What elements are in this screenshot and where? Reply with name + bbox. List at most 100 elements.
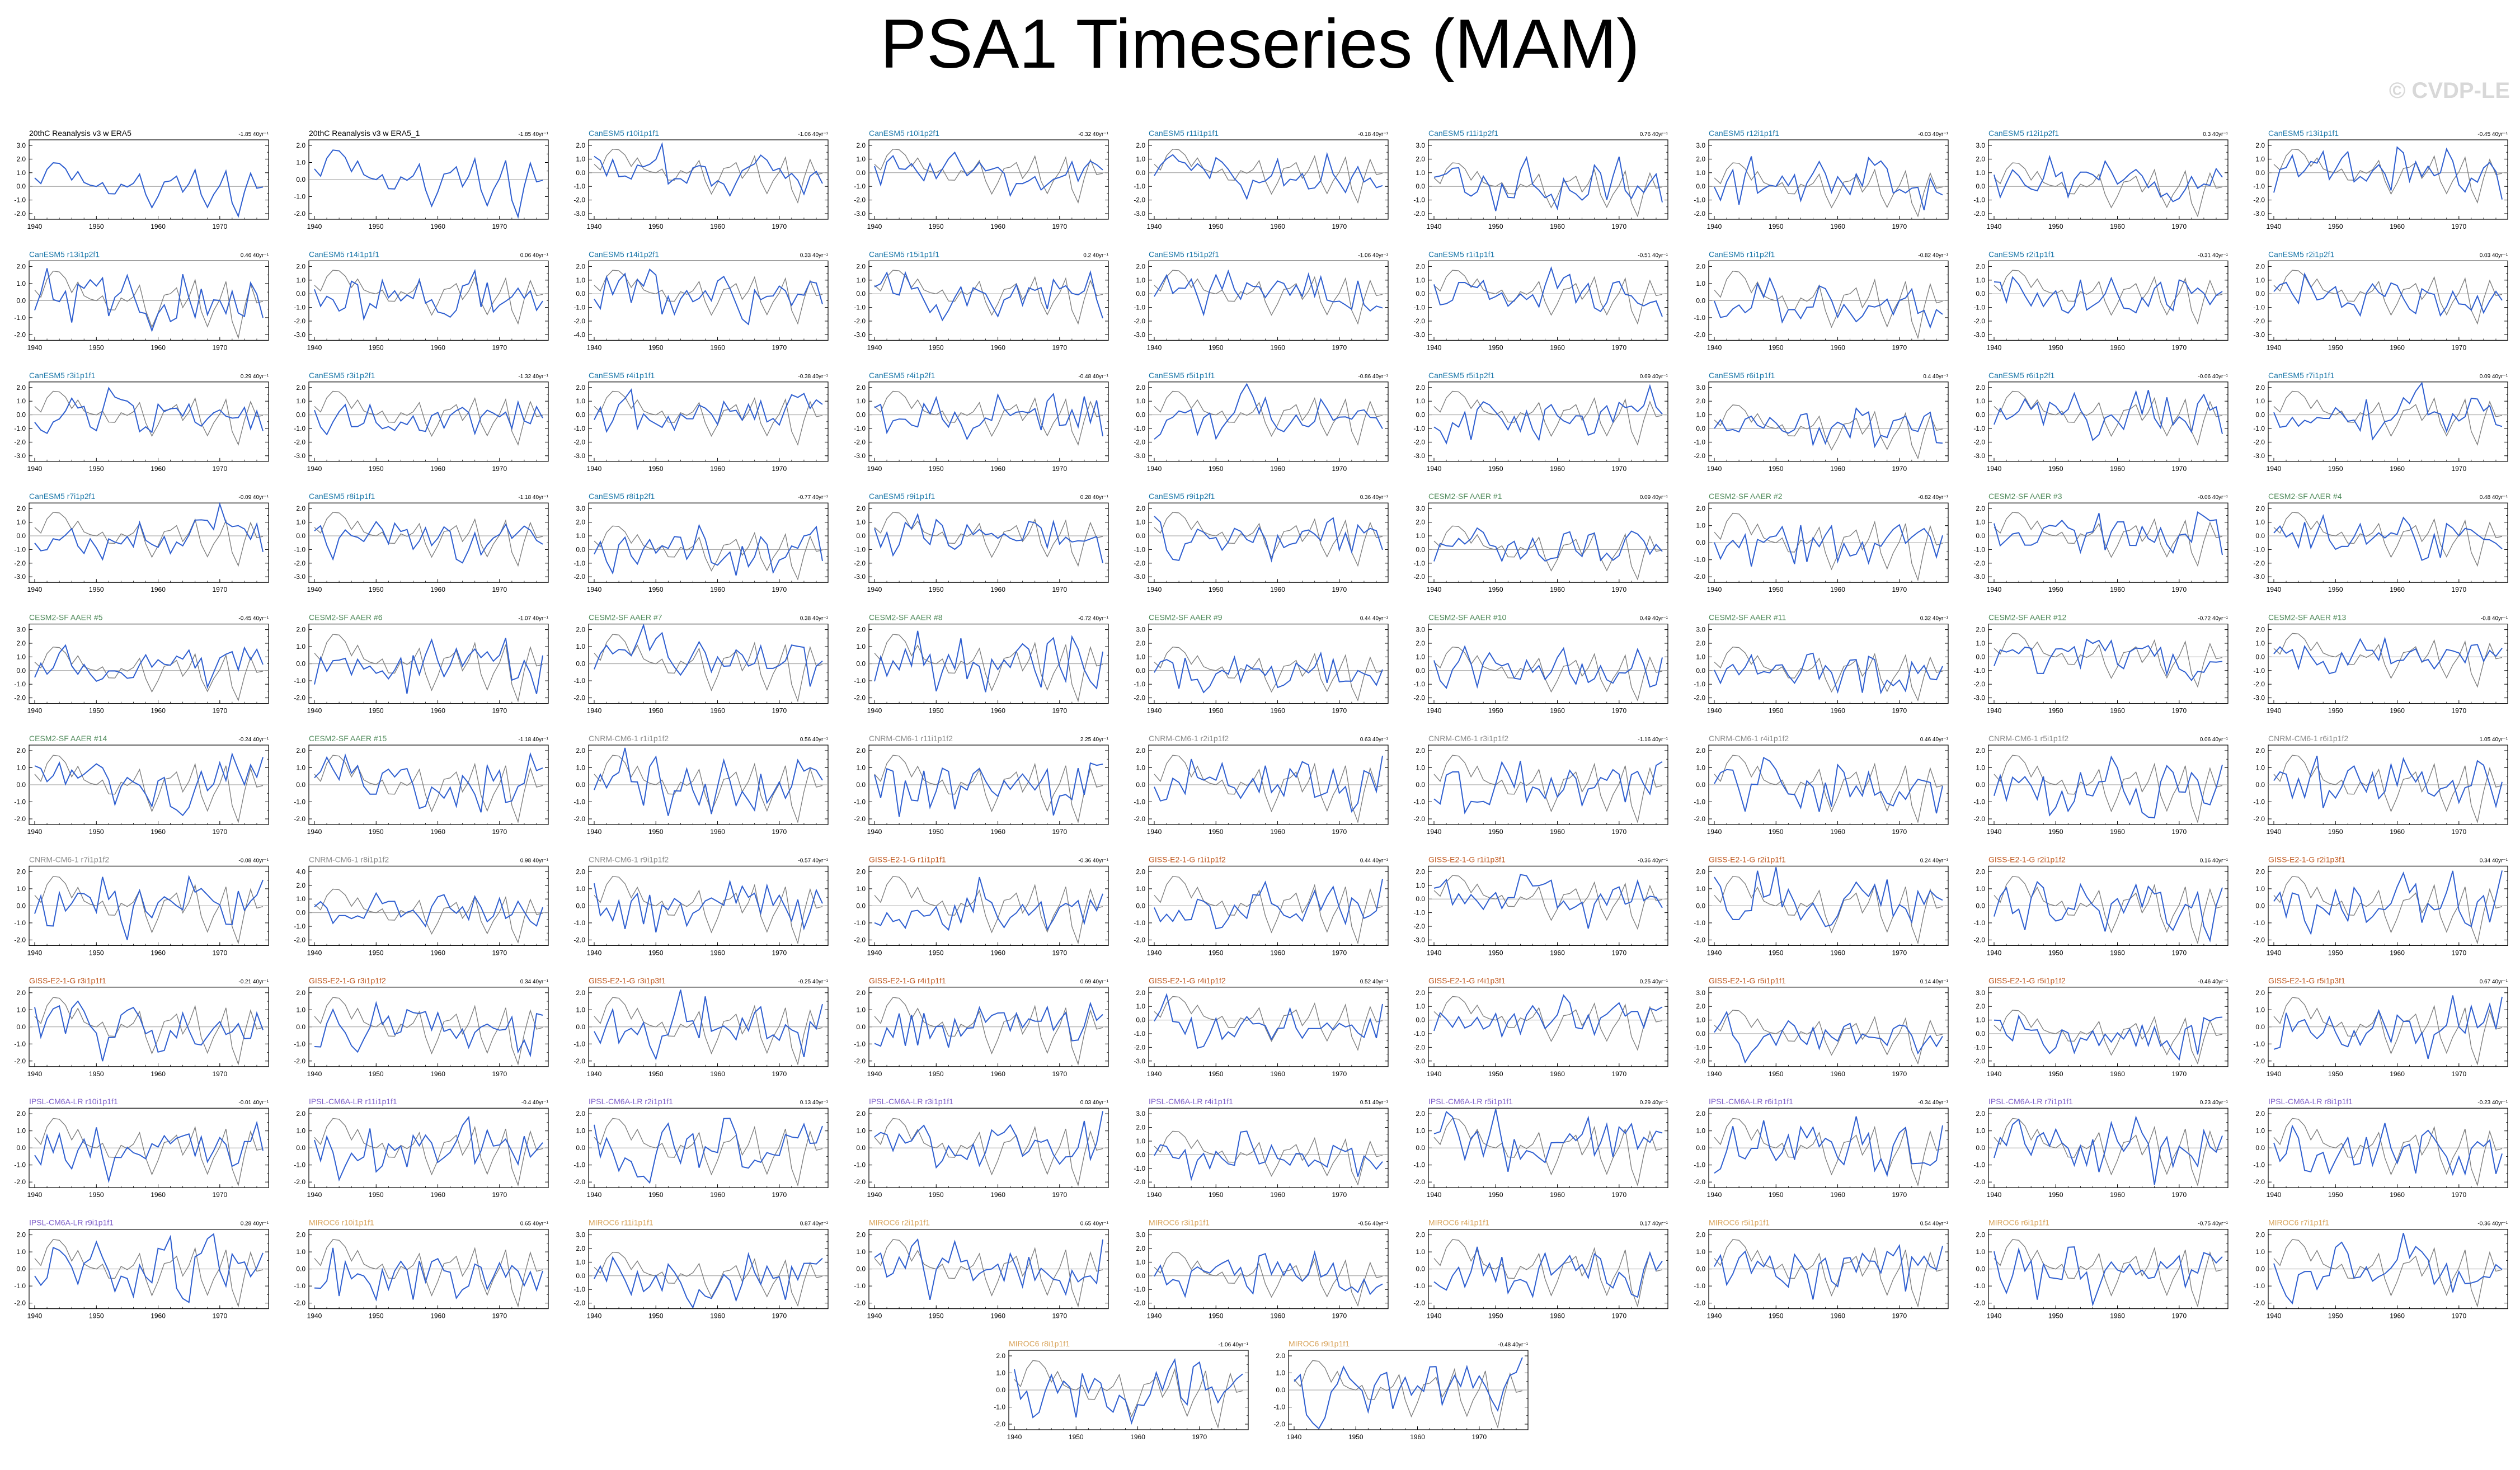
y-tick-label: 0.0: [1976, 411, 1985, 419]
x-tick-label: 1960: [990, 1191, 1005, 1199]
x-tick-label: 1960: [1270, 586, 1285, 593]
y-tick-label: 2.0: [576, 519, 585, 526]
y-tick-label: 2.0: [576, 868, 585, 875]
reference-series-line: [2273, 512, 2503, 567]
y-tick-label: -1.0: [573, 798, 585, 806]
x-tick-label: 1970: [1052, 223, 1067, 230]
y-tick-label: 1.0: [1976, 519, 1985, 526]
y-tick-label: -1.0: [1694, 556, 1705, 564]
y-tick-label: 2.0: [2255, 384, 2265, 392]
chart-panel: CESM2-SF AAER #5 -0.45 40yr⁻¹ 3.0 2.0 1.0 0.0…: [14, 613, 269, 715]
model-series-line: [1433, 527, 1663, 563]
plot-frame: [1148, 987, 1389, 1067]
x-tick-label: 1970: [1332, 949, 1347, 957]
plot-frame: [1708, 987, 1949, 1067]
y-tick-label: 2.0: [16, 639, 26, 647]
y-tick-label: 2.0: [2255, 747, 2265, 755]
y-tick-label: -1.0: [854, 425, 866, 432]
y-tick-label: 1.0: [1976, 1127, 1985, 1135]
panel-trend: 0.16 40yr⁻¹: [2200, 858, 2228, 864]
x-tick-label: 1970: [2171, 586, 2187, 593]
model-series-line: [594, 990, 823, 1061]
y-tick-label: 2.0: [856, 262, 866, 270]
x-tick-label: 1960: [2110, 949, 2125, 957]
panel-trend: 0.09 40yr⁻¹: [1640, 494, 1668, 501]
model-series-line: [1994, 154, 2223, 202]
chart-panel: CanESM5 r8i1p1f1 -1.18 40yr⁻¹ 2.0 1.0 0.0 -1.…: [294, 492, 548, 593]
plot-frame: [1428, 623, 1668, 704]
model-series-line: [594, 388, 823, 434]
x-tick-label: 1960: [151, 223, 166, 230]
x-tick-label: 1960: [710, 586, 725, 593]
y-tick-label: 0.0: [2255, 532, 2265, 540]
x-tick-label: 1950: [648, 1070, 664, 1078]
x-tick-label: 1940: [2267, 1191, 2282, 1199]
chart-panel: CanESM5 r7i1p1f1 0.09 40yr⁻¹ 2.0 1.0 0.0 -1.0…: [2253, 371, 2508, 473]
y-tick-label: -4.0: [573, 331, 585, 338]
x-tick-label: 1970: [212, 343, 227, 351]
y-tick-label: -2.0: [14, 936, 26, 944]
y-tick-label: -2.0: [1694, 694, 1705, 702]
model-series-line: [2273, 513, 2503, 561]
x-tick-label: 1960: [430, 1191, 445, 1199]
y-tick-label: 3.0: [1416, 505, 1425, 512]
x-tick-label: 1940: [867, 1191, 882, 1199]
y-tick-label: -2.0: [1694, 573, 1705, 581]
y-tick-label: 2.0: [1416, 639, 1425, 647]
x-tick-label: 1940: [307, 343, 322, 351]
y-tick-label: 2.0: [856, 989, 866, 997]
reference-series-line: [594, 634, 823, 703]
y-tick-label: -2.0: [1134, 694, 1145, 702]
panel-trend: -0.36 40yr⁻¹: [1078, 858, 1108, 864]
reference-series-line: [1433, 755, 1663, 824]
y-tick-label: -3.0: [2253, 331, 2265, 338]
x-tick-label: 1960: [1830, 707, 1845, 715]
reference-series-line: [1433, 525, 1663, 581]
y-tick-label: 2.0: [296, 1110, 305, 1118]
chart-panel: GISS-E2-1-G r1i1p1f1 -0.36 40yr⁻¹ 2.0 1.0 0.…: [854, 855, 1108, 957]
y-tick-label: 1.0: [1976, 397, 1985, 405]
x-tick-label: 1950: [648, 828, 664, 836]
panel-title: CanESM5 r3i1p1f1: [29, 371, 96, 380]
y-tick-label: 0.0: [1696, 1144, 1705, 1152]
y-tick-label: -1.0: [294, 1282, 305, 1290]
x-tick-label: 1950: [369, 223, 384, 230]
y-tick-label: -3.0: [14, 452, 26, 460]
model-series-line: [314, 520, 543, 564]
x-tick-label: 1970: [212, 828, 227, 836]
reference-series-line: [594, 875, 823, 945]
x-tick-label: 1960: [430, 343, 445, 351]
reference-series-line: [2273, 875, 2503, 945]
y-tick-label: -2.0: [14, 1057, 26, 1065]
y-tick-label: -2.0: [14, 210, 26, 218]
plot-frame: [308, 502, 549, 583]
chart-panel: CanESM5 r13i1p1f1 -0.45 40yr⁻¹ 2.0 1.0 0.0 -1…: [2253, 129, 2508, 230]
panel-trend: 0.51 40yr⁻¹: [1360, 1100, 1389, 1106]
y-tick-label: -2.0: [1973, 210, 1985, 218]
y-tick-label: -2.0: [573, 936, 585, 944]
model-series-line: [1994, 755, 2223, 819]
y-tick-label: 0.0: [296, 176, 305, 183]
panel-title: CanESM5 r11i1p2f1: [1428, 129, 1498, 138]
model-series-line: [2273, 870, 2503, 936]
chart-panel: CNRM-CM6-1 r4i1p1f2 0.46 40yr⁻¹ 2.0 1.0 0.0 -…: [1694, 734, 1948, 836]
model-series-line: [2273, 995, 2503, 1059]
y-tick-label: -3.0: [2253, 694, 2265, 702]
y-tick-label: -1.0: [294, 1161, 305, 1169]
panel-title: IPSL-CM6A-LR r10i1p1f1: [29, 1097, 118, 1106]
x-tick-label: 1940: [27, 1312, 43, 1320]
y-tick-label: -2.0: [1694, 815, 1705, 823]
chart-panel: GISS-E2-1-G r2i1p1f1 0.24 40yr⁻¹ 2.0 1.0 0.0…: [1694, 855, 1948, 957]
y-tick-label: -3.0: [1134, 331, 1145, 338]
panel-title: GISS-E2-1-G r1i1p3f1: [1428, 855, 1506, 864]
reference-series-line: [314, 997, 543, 1066]
y-tick-label: 2.0: [1696, 1110, 1705, 1118]
model-series-line: [2273, 636, 2503, 675]
chart-panel: CanESM5 r11i1p2f1 0.76 40yr⁻¹ 3.0 2.0 1.0 0.0…: [1413, 129, 1668, 230]
y-tick-label: 0.0: [576, 781, 585, 789]
x-tick-label: 1950: [1769, 1070, 1784, 1078]
y-tick-label: -2.0: [294, 1057, 305, 1065]
x-tick-label: 1940: [1427, 949, 1442, 957]
y-tick-label: 2.0: [1416, 384, 1425, 392]
x-tick-label: 1940: [1707, 828, 1722, 836]
